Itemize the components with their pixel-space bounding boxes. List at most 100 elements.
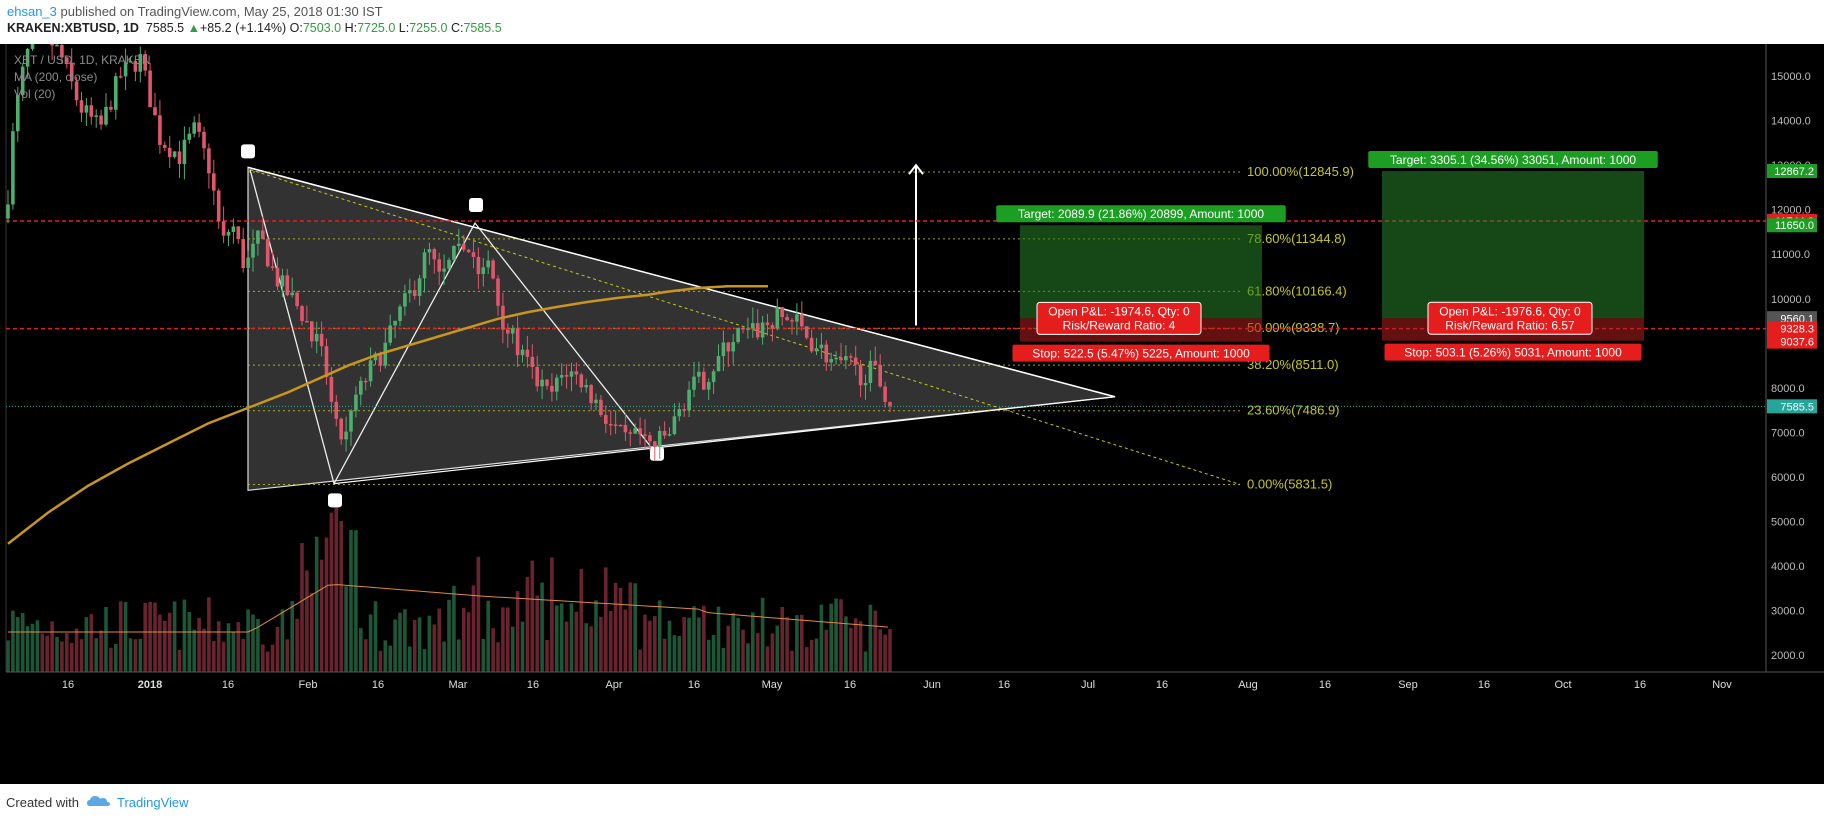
candle-body	[824, 344, 829, 363]
author-link[interactable]: ehsan_3	[7, 4, 57, 19]
candle-body	[716, 356, 721, 372]
candle-body	[628, 432, 633, 434]
candle-body	[506, 329, 510, 334]
candle-body	[491, 260, 495, 279]
candle-body	[148, 70, 152, 108]
volume-bar	[785, 617, 789, 672]
candle-body	[687, 389, 691, 411]
volume-bar	[118, 601, 123, 672]
zigzag-path	[249, 169, 651, 486]
pivot-marker[interactable]	[469, 198, 483, 213]
candle-body	[692, 376, 696, 390]
volume-bar	[261, 644, 265, 672]
candle-body	[888, 401, 892, 406]
volume-bar	[814, 638, 819, 672]
volume-bar	[540, 582, 544, 672]
candle-body	[702, 371, 706, 390]
candle-body	[461, 243, 466, 250]
candle-body	[6, 204, 10, 219]
candle-body	[780, 307, 784, 318]
price-chart[interactable]: 100.00%(12845.9) 78.60%(11344.8) 61.80%(10…	[0, 44, 1824, 784]
fib-level-label: 100.00%(12845.9)	[1247, 164, 1354, 179]
candle-body	[785, 317, 789, 321]
volume-bar	[506, 607, 510, 672]
volume-bar	[452, 585, 456, 672]
volume-bar	[133, 639, 138, 672]
candle-body	[829, 359, 833, 363]
candle-body	[721, 342, 726, 357]
pnl-text: Open P&L: -1976.6, Qty: 0	[1439, 304, 1581, 318]
volume-bar	[461, 607, 466, 672]
pivot-marker[interactable]	[241, 144, 255, 159]
candle-body	[403, 293, 407, 307]
candle-body	[574, 371, 579, 375]
volume-bar	[197, 617, 201, 672]
volume-bar	[667, 620, 672, 672]
candle-body	[60, 44, 64, 58]
volume-bar	[388, 645, 392, 672]
candle-body	[540, 379, 544, 387]
volume-bar	[589, 626, 593, 672]
candle-body	[834, 357, 838, 360]
candle-body	[104, 106, 108, 125]
volume-bar	[403, 609, 407, 672]
volume-bar	[584, 623, 588, 672]
volume-bar	[643, 614, 647, 672]
volume-bar	[447, 599, 451, 672]
created-with-text: Created with	[6, 795, 79, 810]
volume-bar	[143, 602, 147, 672]
volume-bar	[496, 642, 500, 672]
pivot-marker[interactable]	[328, 493, 342, 508]
volume-bar	[863, 651, 868, 672]
y-tick-label: 12000.0	[1771, 205, 1811, 217]
target-label: Target: 3305.1 (34.56%) 33051, Amount: 1…	[1390, 153, 1637, 167]
fib-level-label: 0.00%(5831.5)	[1247, 476, 1332, 491]
y-tick-label: 6000.0	[1771, 472, 1805, 484]
volume-bar	[378, 650, 383, 672]
candle-body	[329, 377, 334, 402]
target-zone[interactable]	[1382, 171, 1644, 319]
pivot-marker[interactable]	[650, 446, 664, 461]
volume-bar	[770, 633, 775, 672]
volume-bar	[305, 570, 309, 672]
candle-body	[427, 249, 432, 253]
candle-body	[261, 230, 265, 239]
volume-bar	[555, 605, 559, 672]
candle-body	[246, 257, 250, 269]
candle-body	[216, 190, 221, 222]
x-tick-label: 16	[1319, 679, 1331, 691]
volume-bar	[466, 612, 471, 672]
volume-bar	[697, 617, 701, 672]
volume-bar	[221, 641, 226, 672]
volume-bar	[40, 633, 45, 672]
volume-bar	[648, 620, 652, 672]
volume-bar	[285, 639, 290, 672]
x-tick-label: 16	[1634, 679, 1646, 691]
candle-body	[270, 266, 275, 268]
volume-bar	[633, 583, 637, 672]
x-tick-label: 16	[1156, 679, 1168, 691]
candle-body	[706, 382, 711, 390]
chart-header: ehsan_3 published on TradingView.com, Ma…	[0, 0, 1824, 44]
price-axis-badge	[1767, 321, 1817, 336]
volume-bar	[638, 649, 642, 672]
volume-bar	[153, 602, 157, 672]
volume-bar	[359, 628, 363, 672]
candle-body	[471, 252, 476, 257]
volume-bar	[192, 629, 196, 672]
volume-bar	[207, 597, 211, 672]
ohlc-bar: KRAKEN:XBTUSD, 1D 7585.5 ▲+85.2 (+1.14%)…	[7, 21, 502, 35]
tradingview-link[interactable]: TradingView	[117, 795, 189, 810]
candle-body	[873, 360, 878, 366]
position-tools[interactable]: Target: 2089.9 (21.86%) 20899, Amount: 1…	[996, 151, 1658, 362]
candle-body	[128, 60, 133, 63]
candle-body	[265, 238, 270, 267]
volume-bar	[716, 606, 721, 672]
x-tick-label: Jun	[923, 679, 941, 691]
volume-bar	[800, 614, 804, 672]
candle-body	[187, 133, 192, 140]
target-label-box	[1368, 151, 1658, 169]
low-label: L:	[398, 21, 410, 35]
y-tick-label: 11000.0	[1771, 249, 1810, 261]
candle-body	[319, 333, 324, 347]
